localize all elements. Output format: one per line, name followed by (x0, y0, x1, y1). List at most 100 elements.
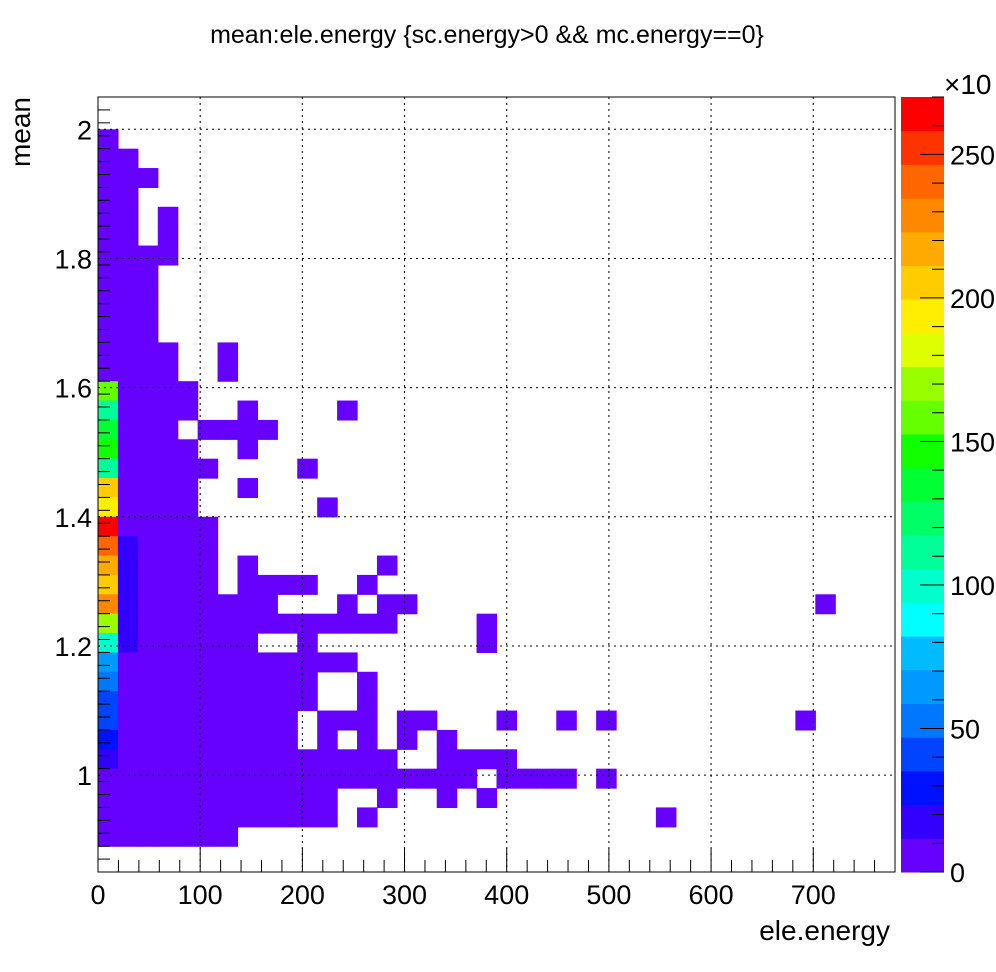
heatmap-cell (157, 729, 179, 750)
heatmap-cell (137, 323, 159, 344)
heatmap-cell (197, 458, 219, 479)
heatmap-cell (317, 768, 338, 789)
heatmap-cell (117, 226, 139, 247)
heatmap-cell (396, 729, 418, 750)
heatmap-cell (117, 516, 139, 537)
heatmap-cell (117, 458, 139, 479)
heatmap-cell (117, 826, 139, 847)
heatmap-cell (117, 381, 139, 402)
heatmap-cell (137, 439, 159, 460)
heatmap-cell (257, 613, 278, 634)
heatmap-cell (98, 671, 119, 692)
heatmap-cell (117, 691, 139, 712)
heatmap-cell (337, 594, 358, 615)
heatmap-cell (157, 768, 179, 789)
heatmap-cell (177, 710, 199, 731)
heatmap-cell (237, 574, 258, 595)
color-scale-bar: 0 50 100 150 200 250 (901, 96, 995, 888)
heatmap-cell (556, 768, 577, 789)
heatmap-cell (237, 768, 258, 789)
heatmap-cell (317, 749, 338, 770)
heatmap-cell (376, 555, 398, 576)
y-tick-label: 1 (77, 761, 92, 791)
heatmap-cell (137, 652, 159, 673)
heatmap-cell (376, 749, 398, 770)
heatmap-cell (117, 729, 139, 750)
heatmap-cell (197, 633, 219, 654)
color-scale-label: 200 (950, 284, 995, 314)
heatmap-cell (297, 768, 318, 789)
heatmap-cell (237, 710, 258, 731)
x-tick-label: 500 (586, 880, 631, 910)
heatmap-cell (177, 788, 199, 809)
heatmap-cell (317, 613, 338, 634)
heatmap-cell (117, 652, 139, 673)
heatmap-cell (157, 613, 179, 634)
heatmap-cell (297, 613, 318, 634)
heatmap-cell (596, 710, 617, 731)
color-scale-segment (901, 602, 944, 637)
heatmap-cell (157, 691, 179, 712)
heatmap-cell (117, 148, 139, 169)
color-scale-segment (901, 669, 944, 705)
heatmap-cell (237, 613, 258, 634)
heatmap-cell (456, 749, 478, 770)
heatmap-cell (357, 768, 378, 789)
heatmap-cell (596, 768, 617, 789)
heatmap-cell (98, 594, 119, 615)
heatmap-cell (476, 788, 498, 809)
heatmap-cell (98, 168, 119, 189)
heatmap-cell (297, 458, 318, 479)
heatmap-cell (277, 574, 298, 595)
heatmap-cell (137, 536, 159, 557)
heatmap-cell (157, 419, 179, 440)
color-scale-segment (901, 737, 944, 772)
heatmap-cell (177, 633, 199, 654)
heatmap-cell (277, 768, 298, 789)
color-scale-segment (901, 804, 944, 839)
heatmap-cell (137, 826, 159, 847)
color-scale-segment (901, 703, 944, 738)
heatmap-cell (297, 574, 318, 595)
heatmap-cell (137, 749, 159, 770)
heatmap-cell (197, 749, 219, 770)
heatmap-cell (217, 788, 239, 809)
heatmap-cell (157, 671, 179, 692)
heatmap-cell (117, 419, 139, 440)
heatmap-cell (317, 807, 338, 828)
heatmap-cell (197, 691, 219, 712)
heatmap-cell (98, 264, 119, 285)
heatmap-cell (357, 729, 378, 750)
heatmap-cell (177, 536, 199, 557)
heatmap-cell (217, 361, 239, 382)
color-scale-label: 50 (950, 714, 980, 744)
heatmap-cell (117, 439, 139, 460)
heatmap-cell (98, 633, 119, 654)
chart-title: mean:ele.energy {sc.energy>0 && mc.energ… (210, 21, 764, 49)
heatmap-cell (137, 264, 159, 285)
heatmap-cell (117, 245, 139, 266)
heatmap-cell (197, 516, 219, 537)
heatmap-cell (237, 671, 258, 692)
heatmap-cell (98, 148, 119, 169)
heatmap-cell (257, 574, 278, 595)
heatmap-cell (217, 691, 239, 712)
heatmap-cell (137, 729, 159, 750)
color-scale-segment (901, 467, 944, 502)
heatmap-cell (317, 710, 338, 731)
heatmap-cell (376, 788, 398, 809)
heatmap-cell (98, 458, 119, 479)
heatmap-cell (137, 807, 159, 828)
heatmap-cell (357, 613, 378, 634)
heatmap-cell (98, 788, 119, 809)
color-scale-label: 100 (950, 571, 995, 601)
heatmap-cell (117, 478, 139, 499)
heatmap-cell (157, 788, 179, 809)
heatmap-cell (98, 613, 119, 634)
heatmap-cell (117, 768, 139, 789)
heatmap-cell (117, 807, 139, 828)
heatmap-cell (177, 516, 199, 537)
color-scale-segment (901, 164, 944, 199)
x-tick-label: 100 (178, 880, 223, 910)
